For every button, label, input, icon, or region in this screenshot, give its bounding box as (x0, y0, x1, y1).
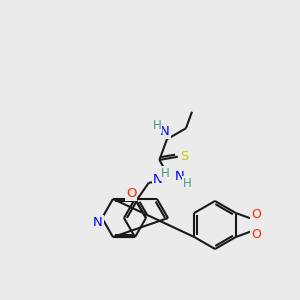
Text: H: H (161, 167, 170, 180)
Text: N: N (175, 169, 184, 182)
Text: H: H (152, 119, 161, 132)
Text: N: N (153, 173, 163, 186)
Text: S: S (181, 150, 189, 163)
Text: O: O (251, 208, 261, 221)
Text: H: H (183, 176, 192, 190)
Text: O: O (251, 229, 261, 242)
Text: N: N (160, 125, 170, 138)
Text: O: O (126, 188, 136, 200)
Text: N: N (93, 217, 103, 230)
